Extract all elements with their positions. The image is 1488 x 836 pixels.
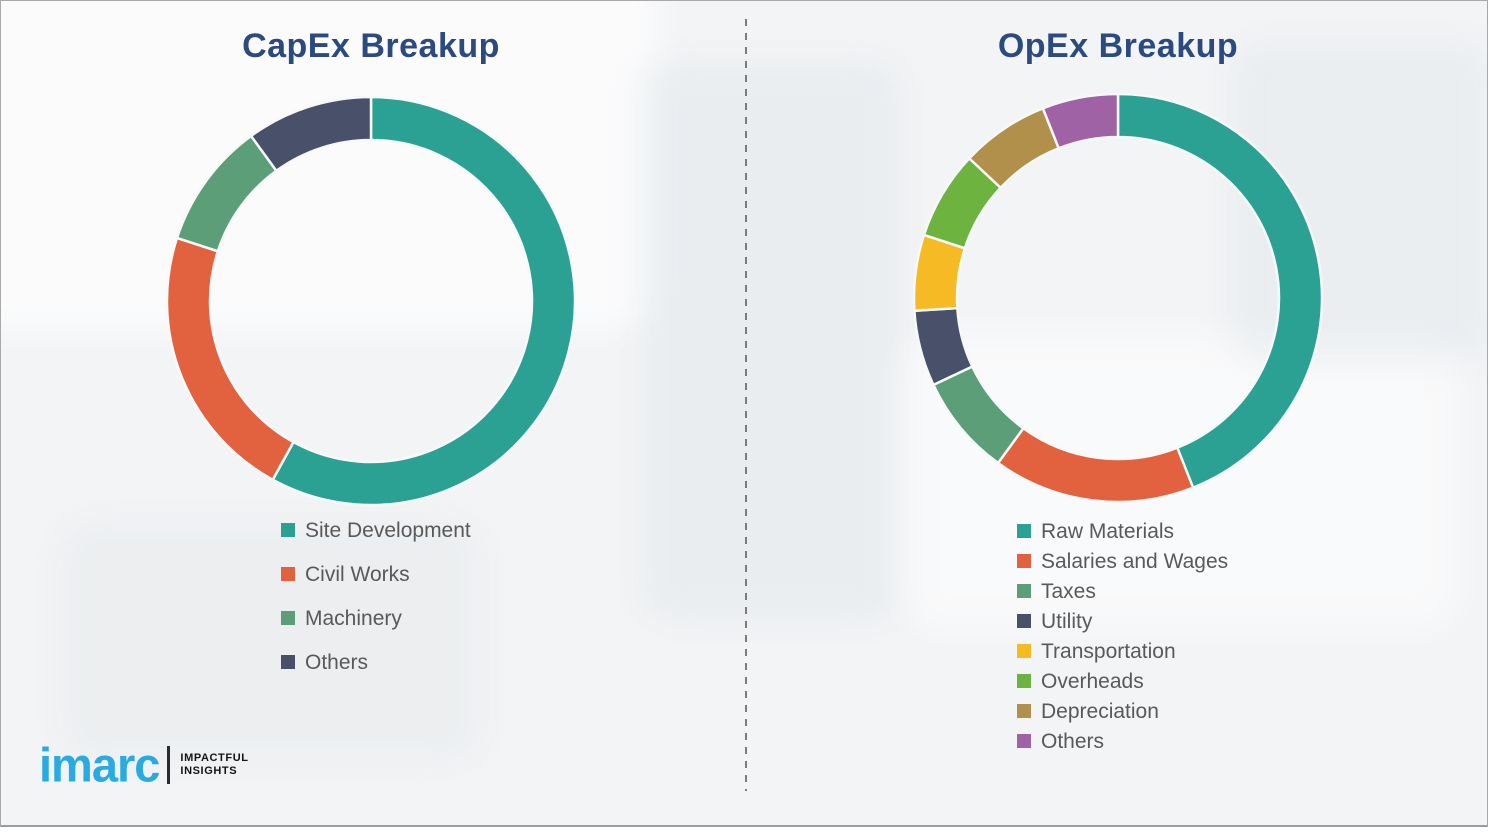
legend-label-taxes: Taxes: [1041, 579, 1096, 603]
legend-item-utility: Utility: [1017, 606, 1228, 636]
legend-item-depreciation: Depreciation: [1017, 696, 1228, 726]
legend-item-salaries-and-wages: Salaries and Wages: [1017, 546, 1228, 576]
legend-swatch-others: [281, 655, 295, 669]
donut-segment-taxes: [931, 364, 1026, 465]
legend-item-site-development: Site Development: [281, 508, 471, 552]
donut-segment-others: [1041, 92, 1120, 150]
legend-swatch-utility: [1017, 614, 1031, 628]
legend-swatch-raw-materials: [1017, 524, 1031, 538]
legend-label-site-development: Site Development: [305, 518, 471, 542]
donut-segment-machinery: [175, 134, 279, 253]
logo-separator-bar: [167, 745, 171, 784]
opex-donut-svg: [912, 92, 1324, 504]
opex-chart-title: OpEx Breakup: [997, 27, 1239, 65]
legend-swatch-machinery: [281, 611, 295, 625]
legend-item-others: Others: [1017, 726, 1228, 756]
legend-label-salaries-and-wages: Salaries and Wages: [1041, 549, 1229, 573]
capex-donut-chart: [165, 95, 577, 507]
legend-label-overheads: Overheads: [1041, 669, 1144, 693]
legend-label-civil-works: Civil Works: [305, 562, 410, 586]
legend-swatch-transportation: [1017, 644, 1031, 658]
legend-item-civil-works: Civil Works: [281, 552, 471, 596]
opex-donut-chart: [912, 92, 1324, 504]
legend-label-others: Others: [1041, 729, 1105, 753]
donut-segment-salaries-and-wages: [996, 426, 1195, 504]
legend-label-others: Others: [305, 650, 369, 674]
opex-legend: Raw Materials Salaries and Wages Taxes Util…: [1017, 516, 1228, 756]
legend-swatch-site-development: [281, 523, 295, 537]
legend-swatch-salaries-and-wages: [1017, 554, 1031, 568]
background-watermark: [641, 61, 901, 621]
logo-tagline-line1: IMPACTFUL: [180, 751, 249, 764]
donut-segment-raw-materials: [1116, 92, 1324, 490]
imarc-logo-wordmark: imarc: [39, 737, 160, 792]
legend-label-utility: Utility: [1041, 609, 1093, 633]
legend-swatch-others: [1017, 734, 1031, 748]
legend-swatch-overheads: [1017, 674, 1031, 688]
legend-item-overheads: Overheads: [1017, 666, 1228, 696]
legend-label-transportation: Transportation: [1041, 639, 1176, 663]
logo-tagline-line2: INSIGHTS: [180, 764, 238, 777]
legend-swatch-depreciation: [1017, 704, 1031, 718]
legend-label-raw-materials: Raw Materials: [1041, 519, 1175, 543]
capex-chart-title: CapEx Breakup: [242, 27, 500, 65]
capex-legend: Site Development Civil Works Machinery Othe…: [281, 508, 471, 684]
capex-donut-svg: [165, 95, 577, 507]
legend-swatch-civil-works: [281, 567, 295, 581]
legend-item-taxes: Taxes: [1017, 576, 1228, 606]
logo-tagline: IMPACTFUL INSIGHTS: [180, 752, 248, 778]
legend-item-others: Others: [281, 640, 471, 684]
legend-label-depreciation: Depreciation: [1041, 699, 1159, 723]
imarc-logo: imarc IMPACTFUL INSIGHTS: [39, 737, 249, 792]
legend-swatch-taxes: [1017, 584, 1031, 598]
donut-segment-site-development: [271, 95, 577, 507]
donut-segment-civil-works: [165, 236, 296, 482]
dashed-divider: [745, 19, 747, 791]
donut-segment-others: [249, 95, 373, 173]
legend-label-machinery: Machinery: [305, 606, 402, 630]
legend-item-raw-materials: Raw Materials: [1017, 516, 1228, 546]
legend-item-machinery: Machinery: [281, 596, 471, 640]
legend-item-transportation: Transportation: [1017, 636, 1228, 666]
